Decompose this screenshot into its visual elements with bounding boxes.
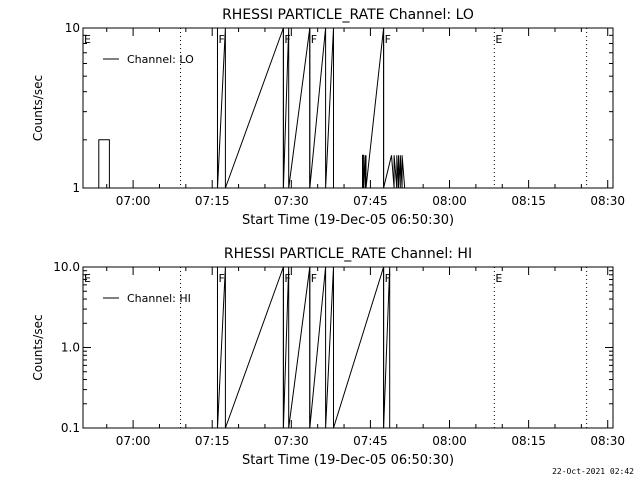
event-marker-label: F [385,33,391,46]
chart-title: RHESSI PARTICLE_RATE Channel: HI [224,246,472,262]
y-axis-label: Counts/sec [31,314,45,380]
event-marker-label: F [311,272,317,285]
event-marker-label: E [84,33,91,46]
data-series-line [83,266,613,429]
event-marker-label: F [385,272,391,285]
x-axis-label: Start Time (19-Dec-05 06:50:30) [242,453,454,468]
event-marker-label: F [284,272,290,285]
event-marker-label: E [495,33,502,46]
x-tick-label: 07:45 [353,194,388,208]
y-tick-label: 1.0 [61,341,80,355]
y-tick-label: 1 [72,181,80,195]
legend-label: Channel: HI [127,292,191,305]
x-tick-label: 07:45 [353,434,388,448]
x-tick-label: 08:15 [511,434,546,448]
event-marker-label: F [218,33,224,46]
data-series-line [83,27,613,189]
event-marker-label: F [218,272,224,285]
x-tick-label: 08:00 [432,194,467,208]
footer-timestamp: 22-Oct-2021 02:42 [552,467,634,476]
x-tick-label: 07:30 [274,194,309,208]
x-tick-label: 08:00 [432,434,467,448]
y-tick-label: 10 [65,21,80,35]
x-tick-label: 07:00 [116,434,151,448]
x-tick-label: 08:30 [590,434,625,448]
x-tick-label: 08:30 [590,194,625,208]
x-tick-label: 07:00 [116,194,151,208]
event-marker-label: E [495,272,502,285]
event-marker-label: F [311,33,317,46]
y-axis-label: Counts/sec [31,75,45,141]
chart-title: RHESSI PARTICLE_RATE Channel: LO [222,7,474,23]
event-marker-label: F [284,33,290,46]
x-tick-label: 07:15 [195,194,230,208]
x-tick-label: 07:30 [274,434,309,448]
y-tick-label: 10.0 [53,260,80,274]
event-marker-label: E [84,272,91,285]
x-tick-label: 08:15 [511,194,546,208]
x-axis-label: Start Time (19-Dec-05 06:50:30) [242,213,454,228]
plot-frame [82,27,614,189]
y-tick-label: 0.1 [61,421,80,435]
legend-label: Channel: LO [127,53,194,66]
x-tick-label: 07:15 [195,434,230,448]
